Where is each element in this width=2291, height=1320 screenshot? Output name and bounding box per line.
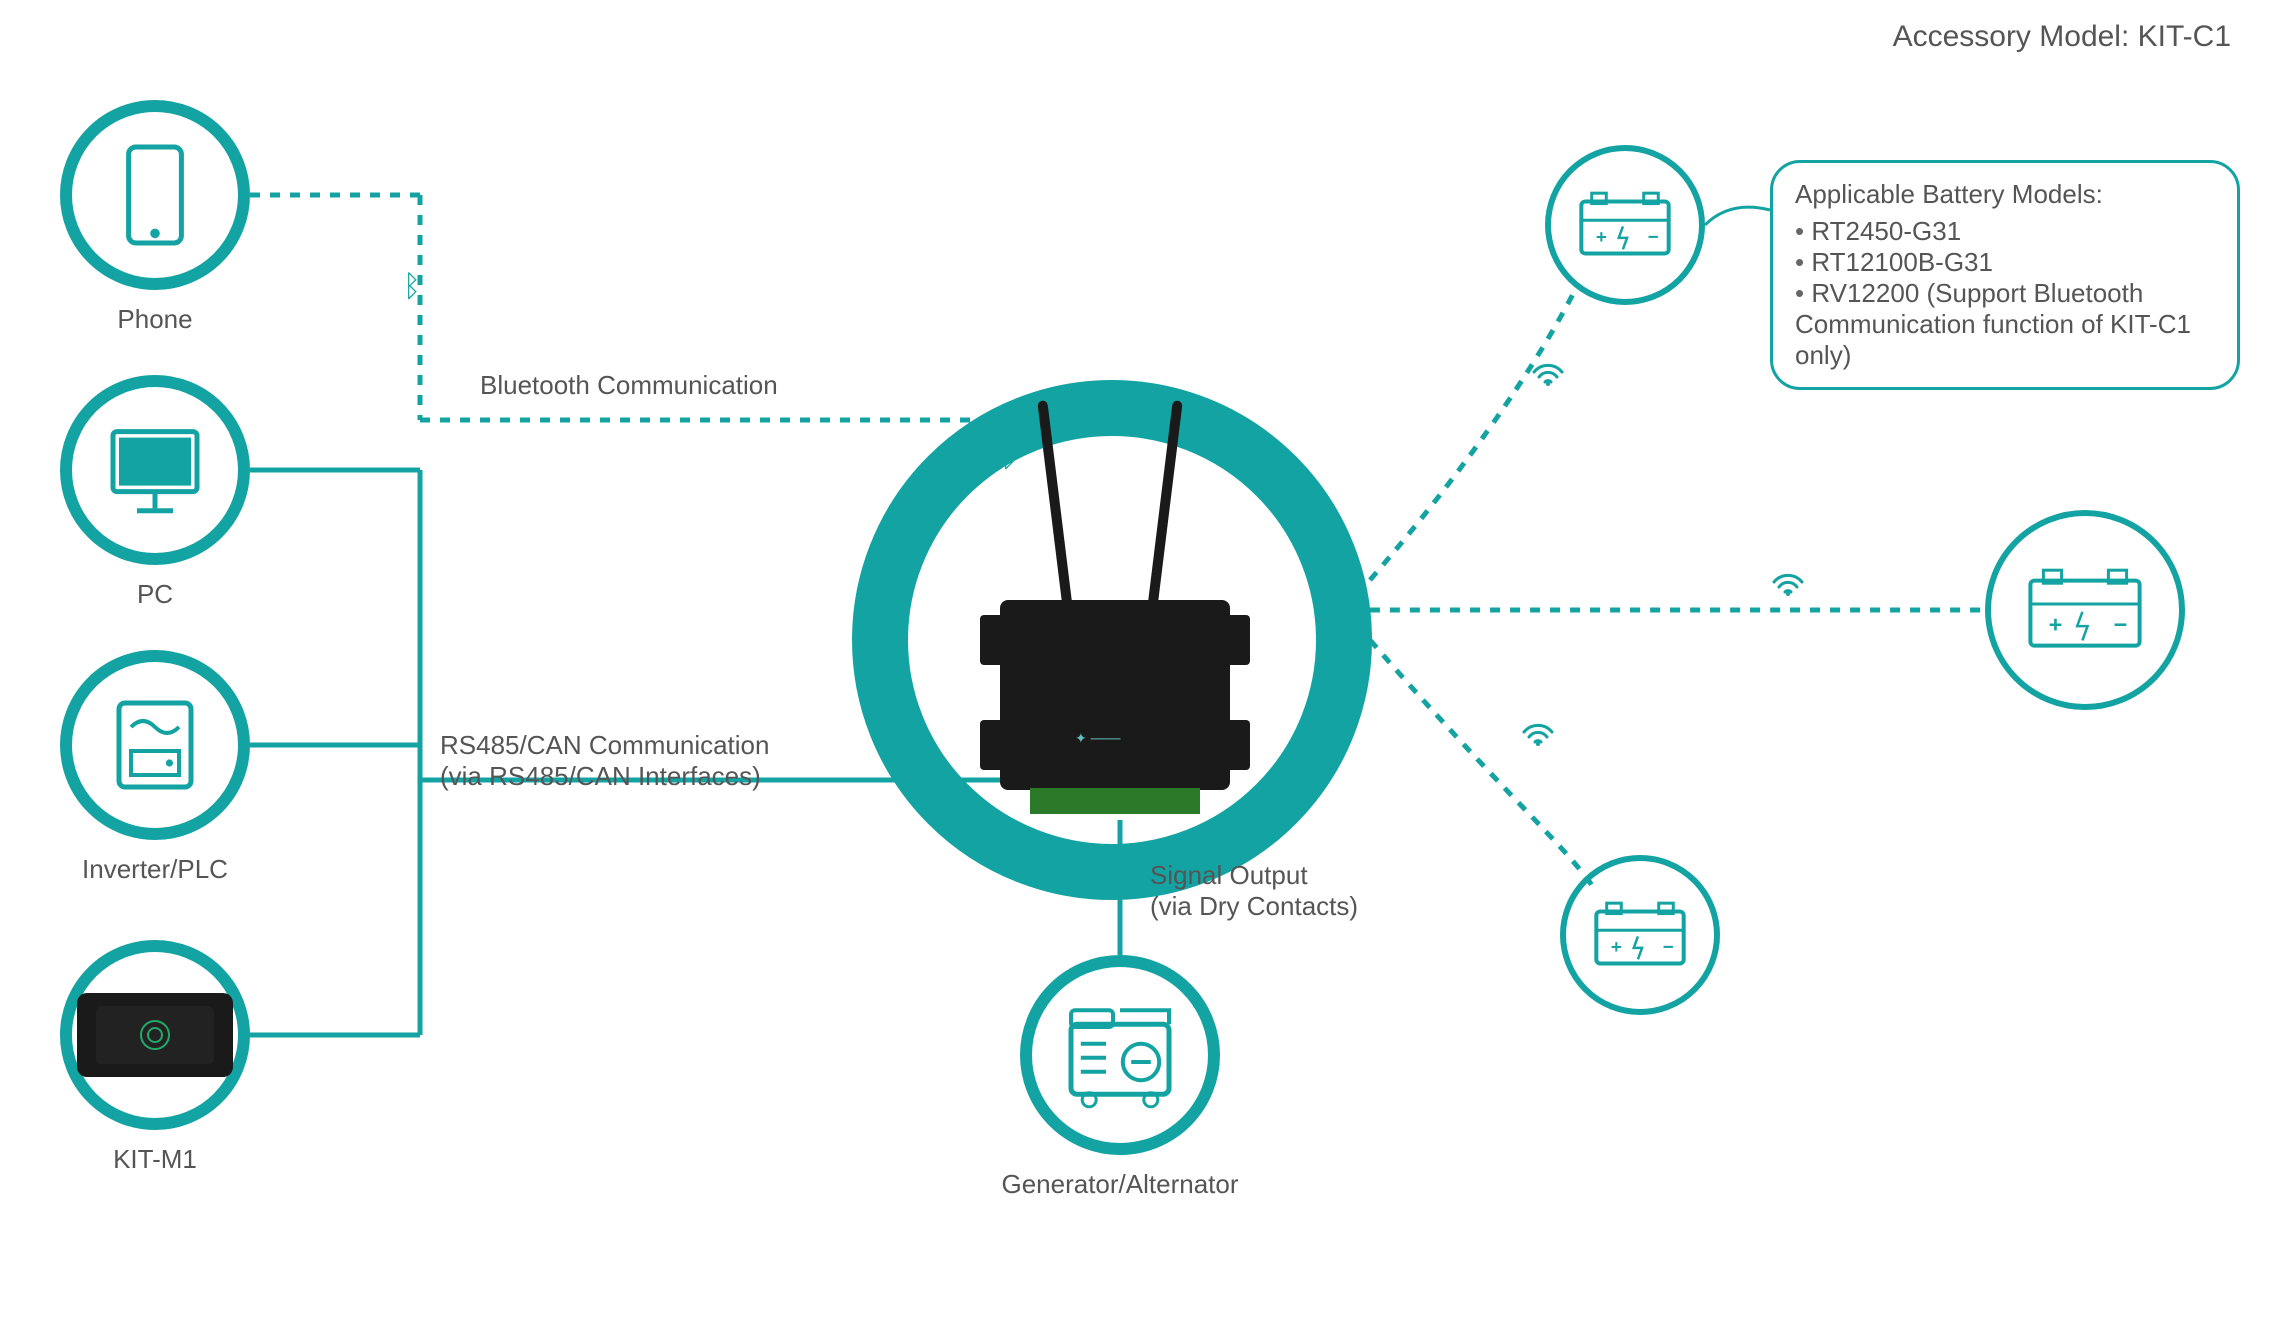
page-title: Accessory Model: KIT-C1 [1893,20,2231,54]
pc-icon [95,410,215,535]
pc-label: PC [5,579,305,610]
bat3-icon: +− [1588,899,1692,977]
bluetooth-icon: ᛒ [1000,440,1018,474]
svg-text:−: − [1648,226,1659,247]
callout-title: Applicable Battery Models: [1795,179,2215,210]
svg-text:+: + [1611,936,1622,957]
phone-icon [95,135,215,260]
svg-text:+: + [2049,611,2063,637]
callout-item: RV12200 (Support Bluetooth Communication… [1795,278,2215,371]
callout-item: RT2450-G31 [1795,216,2215,247]
phone-label: Phone [5,304,305,335]
callout-item: RT12100B-G31 [1795,247,2215,278]
bluetooth-label: Bluetooth Communication [480,370,778,401]
wifi-icon [1230,440,1270,477]
svg-text:−: − [1663,936,1674,957]
bat1-icon: +− [1573,189,1677,267]
svg-text:−: − [2114,611,2128,637]
wifi-icon [1530,360,1566,395]
svg-text:+: + [1596,226,1607,247]
bat2-icon: +− [2020,565,2150,661]
kitm1-icon [77,993,233,1077]
rs485-label: RS485/CAN Communication(via RS485/CAN In… [440,730,769,792]
inverter-icon [95,685,215,810]
battery-models-callout: Applicable Battery Models: RT2450-G31RT1… [1770,160,2240,390]
generator-icon [1050,985,1190,1130]
signal-label: Signal Output(via Dry Contacts) [1150,860,1358,922]
inverter-label: Inverter/PLC [5,854,305,885]
generator-label: Generator/Alternator [970,1169,1270,1200]
kitm1-label: KIT-M1 [5,1144,305,1175]
wifi-icon [1770,570,1806,605]
bluetooth-glyph-wire: ᛒ [403,270,421,304]
wifi-icon [1520,720,1556,755]
